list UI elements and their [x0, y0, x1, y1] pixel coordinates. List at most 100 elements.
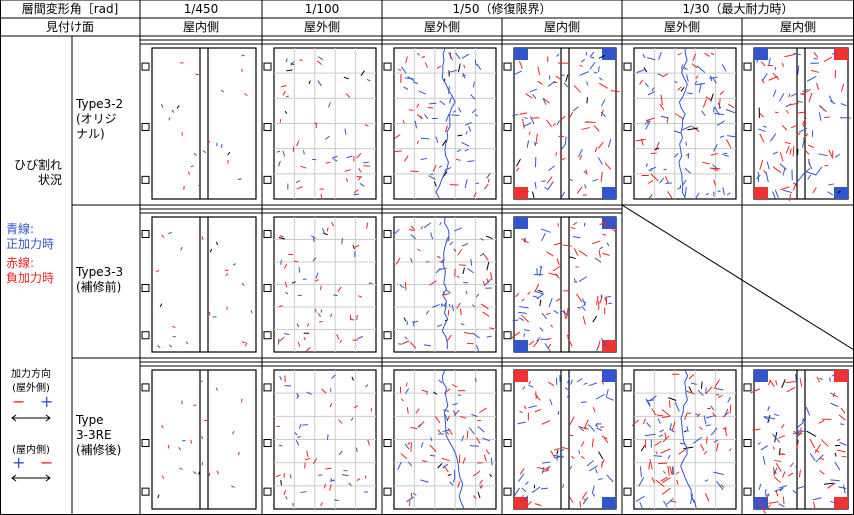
- crack: [276, 475, 281, 477]
- crack: [437, 256, 440, 257]
- crack: [659, 435, 663, 436]
- crack: [188, 172, 190, 175]
- crack: [675, 402, 679, 411]
- crack: [550, 399, 552, 405]
- crack: [489, 328, 494, 329]
- crack: [281, 480, 282, 485]
- bracket: [624, 124, 631, 131]
- crack: [446, 432, 449, 435]
- crack: [828, 184, 833, 185]
- crack: [462, 142, 470, 146]
- header-cell: 見付け面: [0, 20, 140, 35]
- crack: [564, 310, 566, 319]
- crack: [548, 181, 553, 189]
- crack: [417, 141, 418, 144]
- crack: [596, 428, 601, 430]
- crack: [409, 229, 414, 230]
- crack: [714, 380, 720, 389]
- crack: [765, 489, 766, 494]
- crack: [808, 162, 811, 170]
- crack: [546, 120, 551, 127]
- bracket: [504, 384, 511, 391]
- crack: [557, 259, 559, 265]
- crack: [404, 156, 408, 162]
- crack: [726, 139, 731, 148]
- crack: [202, 236, 203, 239]
- crack: [540, 300, 541, 306]
- crack: [810, 439, 815, 448]
- crack: [285, 111, 287, 114]
- crack: [808, 145, 814, 148]
- spall: [754, 187, 768, 199]
- crack: [440, 101, 445, 105]
- crack: [547, 338, 551, 339]
- crack: [477, 64, 481, 69]
- crack: [830, 403, 838, 406]
- crack: [665, 183, 672, 184]
- crack: [561, 447, 569, 449]
- crack: [678, 53, 682, 54]
- crack: [421, 442, 423, 447]
- crack: [536, 134, 537, 142]
- crack: [668, 191, 672, 198]
- crack: [587, 461, 594, 467]
- crack: [790, 149, 791, 155]
- crack: [563, 245, 572, 246]
- crack: [417, 104, 419, 108]
- crack: [567, 308, 568, 318]
- crack: [667, 118, 668, 123]
- crack: [654, 456, 662, 457]
- crack: [596, 394, 605, 399]
- crack: [436, 137, 438, 143]
- crack: [283, 151, 285, 157]
- crack: [636, 496, 645, 501]
- crack: [576, 294, 581, 302]
- sign: +: [40, 394, 53, 409]
- crack: [330, 388, 331, 392]
- crack: [278, 339, 279, 345]
- crack: [786, 110, 788, 113]
- crack: [459, 265, 466, 266]
- crack: [647, 118, 655, 120]
- crack: [476, 183, 479, 184]
- crack: [837, 439, 840, 440]
- crack: [660, 178, 664, 183]
- crack: [697, 66, 705, 73]
- spall: [602, 370, 616, 382]
- bracket: [384, 124, 391, 131]
- crack: [436, 268, 440, 273]
- spall: [834, 370, 848, 382]
- crack: [581, 59, 584, 62]
- crack: [481, 304, 488, 309]
- crack: [665, 433, 666, 440]
- crack: [838, 487, 846, 489]
- crack: [549, 298, 552, 307]
- crack: [425, 62, 427, 67]
- bracket: [384, 488, 391, 495]
- crack: [548, 166, 554, 171]
- spall: [514, 48, 528, 60]
- crack: [607, 243, 609, 246]
- crack: [419, 421, 424, 426]
- spall: [754, 370, 768, 382]
- crack: [331, 314, 332, 317]
- crack: [813, 498, 821, 500]
- crack: [725, 427, 727, 436]
- crack: [424, 223, 431, 228]
- crack: [556, 298, 561, 301]
- crack: [431, 233, 433, 240]
- bracket: [142, 488, 149, 495]
- crack: [819, 458, 823, 459]
- crack: [226, 274, 228, 276]
- crack: [182, 440, 186, 441]
- crack: [662, 488, 671, 494]
- bracket: [504, 231, 511, 238]
- header-cell: 屋外側: [382, 20, 502, 35]
- crack: [280, 236, 284, 237]
- crack: [319, 321, 322, 322]
- crack: [724, 155, 729, 156]
- crack: [444, 293, 450, 295]
- crack: [462, 54, 469, 58]
- crack: [769, 502, 779, 504]
- crack: [580, 65, 583, 66]
